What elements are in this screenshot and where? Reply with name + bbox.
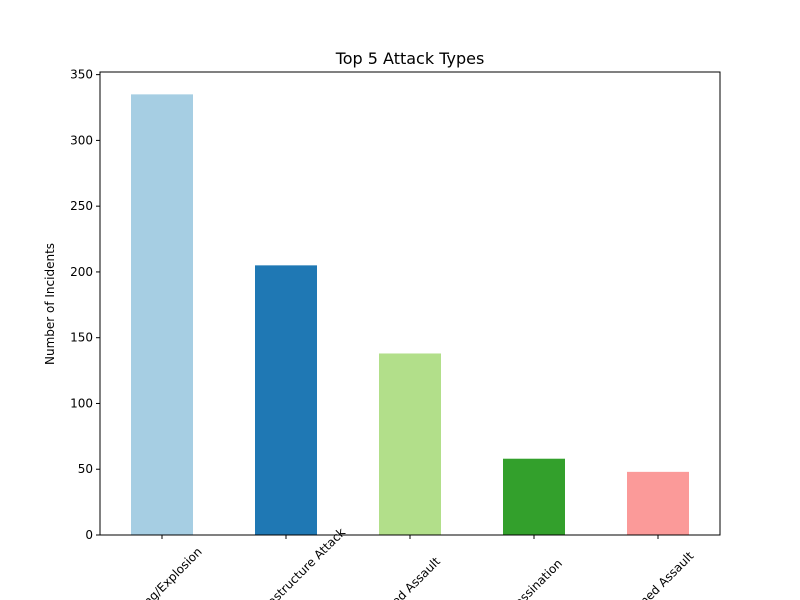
y-tick-label: 0	[85, 528, 93, 542]
x-tick-label: Facility/Infrastructure Attack	[218, 525, 348, 600]
bar	[627, 471, 689, 535]
y-axis-label: Number of Incidents	[43, 243, 57, 365]
y-tick-label: 150	[70, 331, 93, 345]
chart-title: Top 5 Attack Types	[335, 49, 485, 68]
x-tick-label: Assassination	[497, 556, 565, 600]
y-tick-label: 250	[70, 199, 93, 213]
bar	[131, 94, 193, 536]
y-tick-label: 200	[70, 265, 93, 279]
x-tick-label: Armed Assault	[371, 554, 443, 600]
bar	[255, 265, 317, 535]
bar	[503, 458, 565, 535]
x-tick-label: Bombing/Explosion	[114, 545, 205, 600]
plot-frame	[99, 71, 721, 536]
bar	[379, 353, 441, 535]
y-tick-label: 300	[70, 133, 93, 147]
y-tick-label: 100	[70, 396, 93, 410]
x-tick-label: Unarmed Assault	[614, 549, 697, 600]
y-tick-label: 350	[70, 68, 93, 82]
y-tick-label: 50	[78, 462, 93, 476]
